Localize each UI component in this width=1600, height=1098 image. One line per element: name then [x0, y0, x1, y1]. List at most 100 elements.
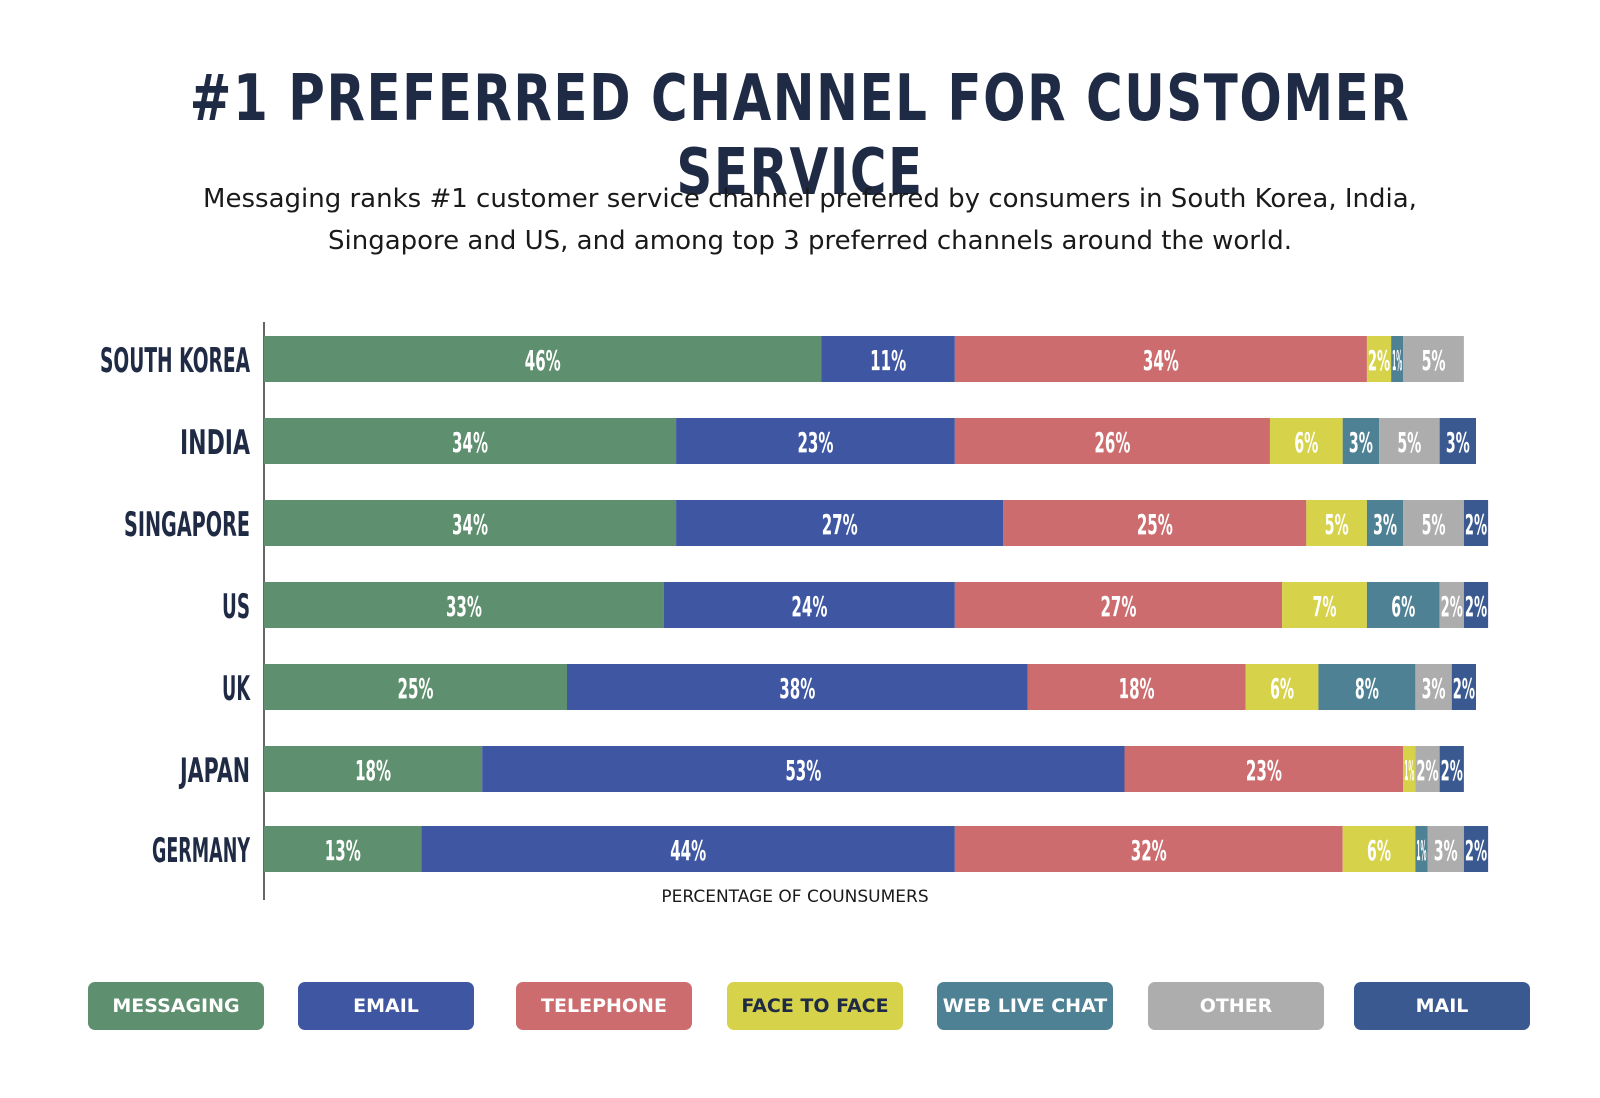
data-label: 26%	[1094, 426, 1130, 459]
data-label: 2%	[1465, 590, 1487, 623]
bar-segment	[1451, 664, 1476, 710]
data-label: 38%	[779, 672, 815, 705]
subtitle-line-2: Singapore and US, and among top 3 prefer…	[328, 226, 1292, 256]
bar-segment	[1245, 664, 1319, 710]
data-label: 2%	[1441, 590, 1463, 623]
data-label: 3%	[1446, 426, 1470, 459]
bar-segment	[954, 336, 1367, 382]
bar-segment	[1403, 336, 1464, 382]
data-label: 1%	[1392, 344, 1402, 377]
data-label: 11%	[870, 344, 906, 377]
data-label: 18%	[1119, 672, 1155, 705]
bar-segment	[1439, 418, 1476, 464]
data-label: 25%	[1137, 508, 1173, 541]
chart-title: #1 PREFERRED CHANNEL FOR CUSTOMER SERVIC…	[189, 62, 1411, 210]
data-label: 5%	[1422, 508, 1446, 541]
bar-row: US 33% 24% 27% 7% 6% 2% 2%	[222, 582, 1489, 628]
bar-segment	[264, 826, 422, 872]
bar-row: JAPAN 18% 53% 23% 1% 2% 2%	[179, 746, 1464, 792]
legend-item: MESSAGING	[88, 982, 264, 1030]
legend-item: FACE TO FACE	[727, 982, 903, 1030]
data-label: 3%	[1349, 426, 1373, 459]
bar-segment	[1463, 826, 1489, 872]
bar-segment	[676, 418, 955, 464]
bar-segment	[1439, 746, 1464, 792]
x-axis-label: PERCENTAGE OF COUNSUMERS	[661, 887, 928, 907]
bar-segment	[1415, 746, 1440, 792]
bar-segment	[1318, 664, 1416, 710]
bar-row: UK 25% 38% 18% 6% 8% 3% 2%	[222, 664, 1476, 710]
data-label: 27%	[1100, 590, 1136, 623]
legend: MESSAGING EMAIL TELEPHONE FACE TO FACE WEB L…	[0, 982, 1600, 1032]
data-label: 33%	[446, 590, 482, 623]
data-label: 6%	[1391, 590, 1415, 623]
bar-segment	[1463, 582, 1489, 628]
data-label: 8%	[1355, 672, 1379, 705]
bar-segment	[1403, 500, 1464, 546]
subtitle-line-1: Messaging ranks #1 customer service chan…	[203, 184, 1417, 214]
bar-segment	[663, 582, 955, 628]
data-label: 24%	[791, 590, 827, 623]
data-label: 5%	[1422, 344, 1446, 377]
data-label: 34%	[452, 426, 488, 459]
data-label: 25%	[398, 672, 434, 705]
data-label: 3%	[1434, 834, 1458, 867]
legend-item: TELEPHONE	[516, 982, 692, 1030]
data-label: 2%	[1465, 508, 1487, 541]
bar-segment	[954, 418, 1270, 464]
bar-segment	[1391, 336, 1404, 382]
data-label: 18%	[355, 754, 391, 787]
data-label: 32%	[1131, 834, 1167, 867]
bar-segment	[1403, 746, 1416, 792]
category-label: US	[222, 587, 250, 627]
legend-item: WEB LIVE CHAT	[937, 982, 1113, 1030]
bar-row: INDIA 34% 23% 26% 6% 3% 5% 3%	[180, 418, 1476, 464]
category-label: INDIA	[180, 423, 250, 463]
data-label: 27%	[822, 508, 858, 541]
bar-segment	[264, 664, 567, 710]
data-label: 23%	[1246, 754, 1282, 787]
chart-subtitle: Messaging ranks #1 customer service chan…	[180, 178, 1440, 262]
data-label: 3%	[1373, 508, 1397, 541]
data-label: 2%	[1416, 754, 1438, 787]
bar-segment	[567, 664, 1028, 710]
bar-segment	[1269, 418, 1343, 464]
data-label: 13%	[325, 834, 361, 867]
data-label: 3%	[1422, 672, 1446, 705]
bar-segment	[676, 500, 1004, 546]
bar-segment	[954, 582, 1283, 628]
bar-segment	[821, 336, 955, 382]
bar-segment	[264, 582, 664, 628]
bar-segment	[1306, 500, 1367, 546]
bar-row: SINGAPORE 34% 27% 25% 5% 3% 5% 2%	[124, 500, 1489, 546]
data-label: 23%	[797, 426, 833, 459]
data-label: 2%	[1465, 834, 1487, 867]
data-label: 1%	[1416, 834, 1426, 867]
bar-segment	[1427, 826, 1464, 872]
bar-segment	[264, 336, 822, 382]
bar-segment	[1124, 746, 1404, 792]
bar-segment	[1463, 500, 1489, 546]
bar-segment	[1366, 336, 1392, 382]
bar-segment	[264, 500, 677, 546]
data-label: 6%	[1294, 426, 1318, 459]
data-label: 34%	[1143, 344, 1179, 377]
data-label: 5%	[1397, 426, 1421, 459]
bar-segment	[421, 826, 955, 872]
bar-segment	[1282, 582, 1367, 628]
bar-row: SOUTH KOREA 46% 11% 34% 2% 1% 5%	[100, 336, 1464, 382]
category-label: SINGAPORE	[124, 505, 250, 545]
bar-segment	[1415, 664, 1452, 710]
data-label: 53%	[785, 754, 821, 787]
category-label: JAPAN	[179, 751, 250, 791]
bar-segment	[1342, 826, 1416, 872]
data-label: 6%	[1270, 672, 1294, 705]
data-label: 6%	[1367, 834, 1391, 867]
data-label: 5%	[1325, 508, 1349, 541]
bar-segment	[1415, 826, 1428, 872]
bar-segment	[1027, 664, 1246, 710]
bar-segment	[1439, 582, 1464, 628]
data-label: 2%	[1441, 754, 1463, 787]
data-label: 2%	[1368, 344, 1390, 377]
